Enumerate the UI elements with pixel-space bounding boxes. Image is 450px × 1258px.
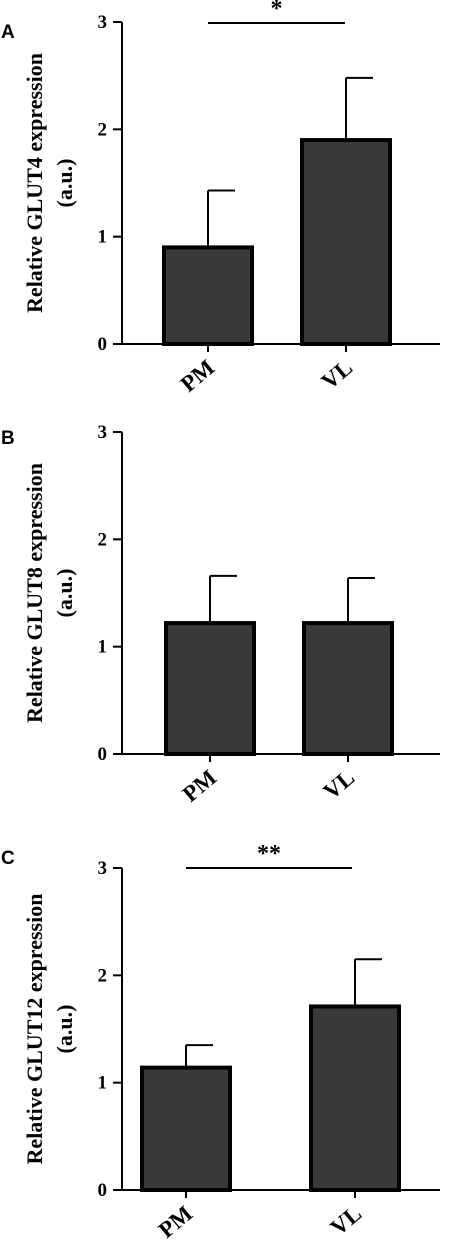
y-axis-label-line: (a.u.) (52, 569, 77, 618)
y-axis-label-line: Relative GLUT8 expression (22, 463, 47, 723)
chart-panel-a: A Relative GLUT4 expression (a.u.) 0 1 2 3 PM VL… (1, 0, 440, 397)
bar-pm (162, 245, 254, 346)
y-axis-label: Relative GLUT12 expression (a.u.) (22, 894, 77, 1165)
bar-pm (140, 1065, 232, 1193)
x-tick-label: VL (317, 355, 358, 395)
y-tick-label: 2 (98, 965, 108, 986)
y-axis-label-line: Relative GLUT4 expression (22, 53, 47, 313)
significance-marker: * (271, 0, 283, 22)
significance-marker: ** (257, 841, 281, 867)
chart-panel-c: C Relative GLUT12 expression (a.u.) 0 1 2 3 PM V… (1, 841, 440, 1243)
bar-pm (164, 621, 256, 757)
y-tick-label: 2 (98, 119, 108, 140)
y-axis-label-line: (a.u.) (52, 159, 77, 208)
panel-letter: C (1, 848, 15, 869)
y-axis-label-line: Relative GLUT12 expression (22, 894, 47, 1165)
chart-panel-b: B Relative GLUT8 expression (a.u.) 0 1 2 3 PM VL (1, 422, 440, 807)
y-axis-label: Relative GLUT8 expression (a.u.) (22, 463, 77, 723)
y-tick-label: 0 (98, 1180, 108, 1201)
y-tick-label: 0 (98, 334, 108, 355)
y-tick-label: 3 (98, 858, 108, 879)
x-tick-label: PM (178, 764, 222, 806)
y-tick-label: 0 (98, 744, 108, 765)
y-axis-label: Relative GLUT4 expression (a.u.) (22, 53, 77, 313)
y-tick-label: 2 (98, 529, 108, 550)
y-tick-label: 1 (98, 227, 108, 248)
panel-letter: B (1, 428, 15, 449)
x-tick-label: PM (154, 1200, 198, 1242)
x-tick-label: PM (176, 354, 220, 396)
y-tick-label: 1 (98, 1073, 108, 1094)
bar-vl (309, 1004, 401, 1193)
x-tick-label: VL (326, 1201, 367, 1241)
y-axis-label-line: (a.u.) (52, 1005, 77, 1054)
y-tick-label: 1 (98, 637, 108, 658)
x-tick-label: VL (319, 765, 360, 805)
y-tick-label: 3 (98, 422, 108, 443)
bar-vl (300, 138, 392, 346)
panel-letter: A (1, 22, 15, 43)
y-tick-label: 3 (98, 12, 108, 33)
bar-vl (302, 621, 394, 757)
